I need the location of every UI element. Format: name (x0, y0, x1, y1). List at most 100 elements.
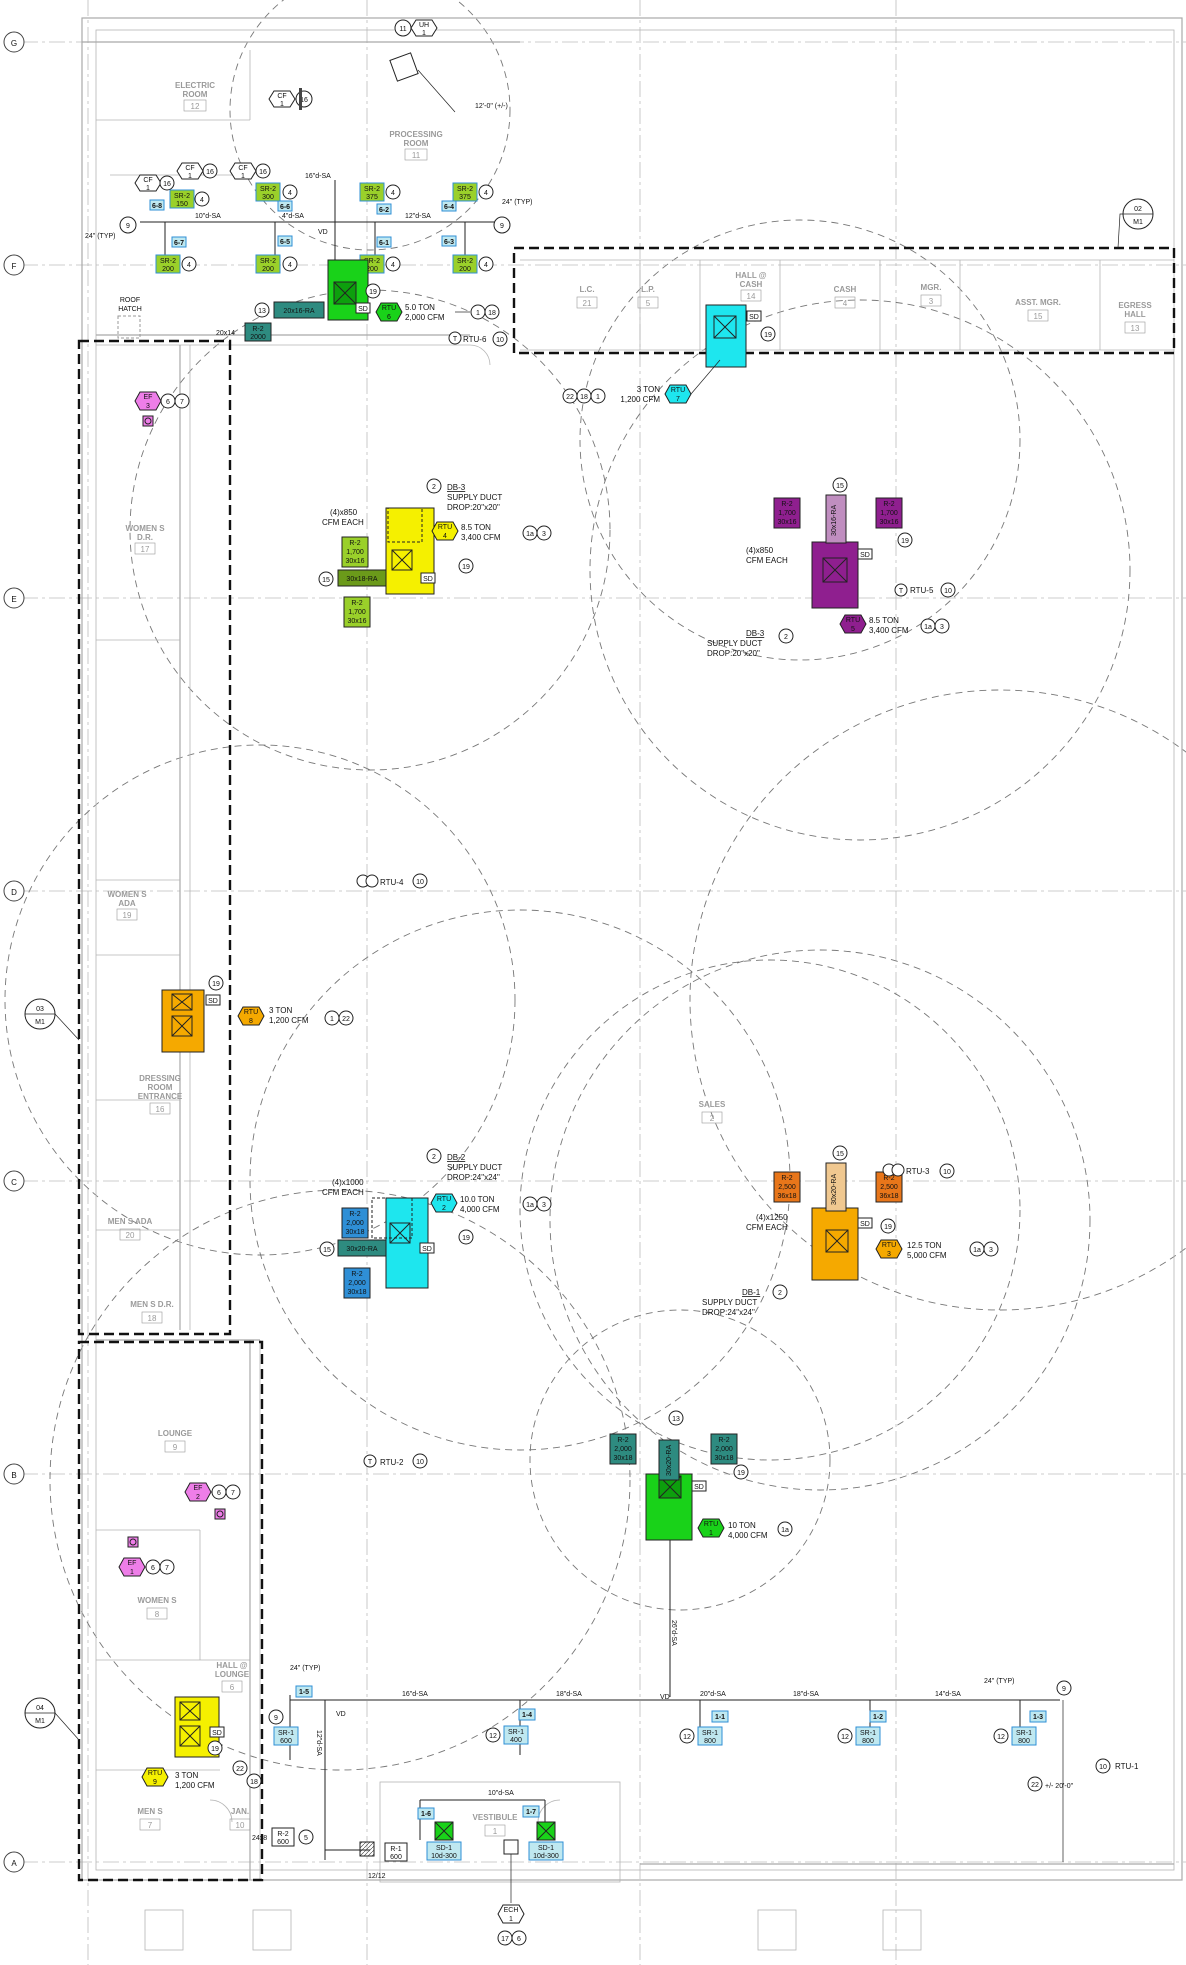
svg-text:RTU: RTU (671, 387, 685, 394)
room-mens-dr: MEN S D.R. 18 (130, 1300, 174, 1324)
svg-text:SR-1: SR-1 (860, 1730, 876, 1737)
svg-text:L.C.: L.C. (579, 285, 594, 294)
room-womens: WOMEN S 8 (137, 1596, 177, 1620)
svg-text:30x18: 30x18 (347, 1289, 366, 1296)
svg-text:SD-1: SD-1 (436, 1845, 452, 1852)
svg-text:1,200 CFM: 1,200 CFM (620, 395, 660, 404)
svg-text:WOMEN S: WOMEN S (107, 890, 147, 899)
svg-text:SD: SD (860, 552, 870, 559)
svg-text:T: T (453, 336, 458, 343)
svg-text:30x20-RA: 30x20-RA (831, 1174, 838, 1205)
svg-text:16: 16 (206, 169, 214, 176)
svg-text:19: 19 (212, 981, 220, 988)
room-mens: MEN S 7 (137, 1807, 163, 1831)
svg-text:1,700: 1,700 (778, 510, 796, 517)
svg-text:6: 6 (387, 314, 391, 321)
svg-text:6: 6 (166, 399, 170, 406)
svg-text:4: 4 (288, 262, 292, 269)
section-tag-03: 03 M1 (24, 998, 80, 1041)
svg-text:MEN S: MEN S (137, 1807, 163, 1816)
svg-text:10.0 TON: 10.0 TON (460, 1195, 495, 1204)
svg-text:SR-2: SR-2 (260, 186, 276, 193)
svg-text:02: 02 (1134, 206, 1142, 213)
grille-6-1: 6-1 (376, 236, 392, 248)
grille-1-6: 1-6 (417, 1807, 435, 1820)
svg-text:03: 03 (36, 1006, 44, 1013)
svg-text:WOMEN S: WOMEN S (137, 1596, 177, 1605)
svg-text:1: 1 (596, 394, 600, 401)
room-lounge: LOUNGE 9 (158, 1429, 193, 1453)
grille-6-4: 6-4 (441, 200, 457, 212)
svg-text:PROCESSING: PROCESSING (389, 130, 442, 139)
dim-typ: 24" (TYP) (502, 199, 533, 206)
electric-cabinet-heater: ECH 1 17 6 (497, 1839, 527, 1946)
svg-text:SD-1: SD-1 (538, 1845, 554, 1852)
svg-text:5: 5 (646, 299, 651, 308)
grid-label-e: E (11, 595, 16, 604)
room-lc: L.C. 21 (576, 285, 598, 309)
svg-text:6: 6 (230, 1683, 235, 1692)
svg-text:2: 2 (778, 1290, 782, 1297)
svg-text:30x20-RA: 30x20-RA (346, 1246, 377, 1253)
svg-text:1: 1 (188, 173, 192, 180)
svg-text:5,000 CFM: 5,000 CFM (907, 1251, 947, 1260)
svg-text:SR-2: SR-2 (364, 186, 380, 193)
svg-text:8.5 TON: 8.5 TON (869, 616, 899, 625)
svg-text:(4)x850: (4)x850 (746, 546, 774, 555)
svg-text:10: 10 (416, 879, 424, 886)
svg-text:DROP:20"x20": DROP:20"x20" (447, 503, 500, 512)
svg-text:L.P.: L.P. (641, 285, 655, 294)
svg-text:SR-2: SR-2 (364, 258, 380, 265)
svg-text:M1: M1 (35, 1718, 45, 1725)
svg-text:RTU: RTU (438, 524, 452, 531)
svg-text:CF: CF (238, 165, 247, 172)
svg-text:1a: 1a (973, 1247, 981, 1254)
svg-text:1: 1 (330, 1016, 334, 1023)
svg-text:ADA: ADA (118, 899, 136, 908)
svg-text:CF: CF (143, 177, 152, 184)
svg-text:CASH: CASH (740, 280, 763, 289)
svg-text:1-6: 1-6 (421, 1811, 431, 1818)
svg-text:600: 600 (277, 1839, 289, 1846)
exhaust-fan-2: EF 2 6 7 (184, 1482, 241, 1520)
svg-text:1: 1 (493, 1827, 498, 1836)
svg-text:7: 7 (165, 1565, 169, 1572)
svg-text:1-3: 1-3 (1033, 1714, 1043, 1721)
svg-text:10"d-SA: 10"d-SA (488, 1790, 514, 1797)
svg-text:15: 15 (836, 483, 844, 490)
svg-text:18"d-SA: 18"d-SA (793, 1691, 819, 1698)
svg-text:30x18-RA: 30x18-RA (346, 576, 377, 583)
svg-text:19: 19 (123, 911, 132, 920)
upper-grilles: 6-8 6-7 6-6 6-5 6-2 6-1 6-4 6-3 SR-21504… (149, 182, 494, 274)
lower-duct-run: 16"d-SA 18"d-SA 20"d-SA 18"d-SA 14"d-SA … (268, 1665, 1139, 1862)
svg-text:16: 16 (300, 97, 308, 104)
svg-text:600: 600 (390, 1854, 402, 1861)
svg-text:R-2: R-2 (349, 540, 360, 547)
svg-text:M1: M1 (1133, 219, 1143, 226)
svg-text:SD: SD (358, 306, 368, 313)
svg-text:19: 19 (764, 332, 772, 339)
svg-text:MEN S D.R.: MEN S D.R. (130, 1300, 174, 1309)
svg-text:SUPPLY DUCT: SUPPLY DUCT (702, 1298, 757, 1307)
svg-text:1: 1 (476, 310, 480, 317)
svg-text:4: 4 (288, 190, 292, 197)
svg-text:5: 5 (851, 626, 855, 633)
svg-text:19: 19 (211, 1746, 219, 1753)
svg-text:CFM EACH: CFM EACH (746, 556, 788, 565)
svg-text:1,700: 1,700 (880, 510, 898, 517)
svg-text:800: 800 (1018, 1738, 1030, 1745)
svg-text:VESTIBULE: VESTIBULE (473, 1813, 519, 1822)
grid-label-b: B (11, 1471, 16, 1480)
grille-6-6: 6-6 (277, 200, 293, 212)
svg-text:RTU-4: RTU-4 (380, 878, 404, 887)
svg-text:10: 10 (416, 1459, 424, 1466)
svg-text:200: 200 (459, 266, 471, 273)
